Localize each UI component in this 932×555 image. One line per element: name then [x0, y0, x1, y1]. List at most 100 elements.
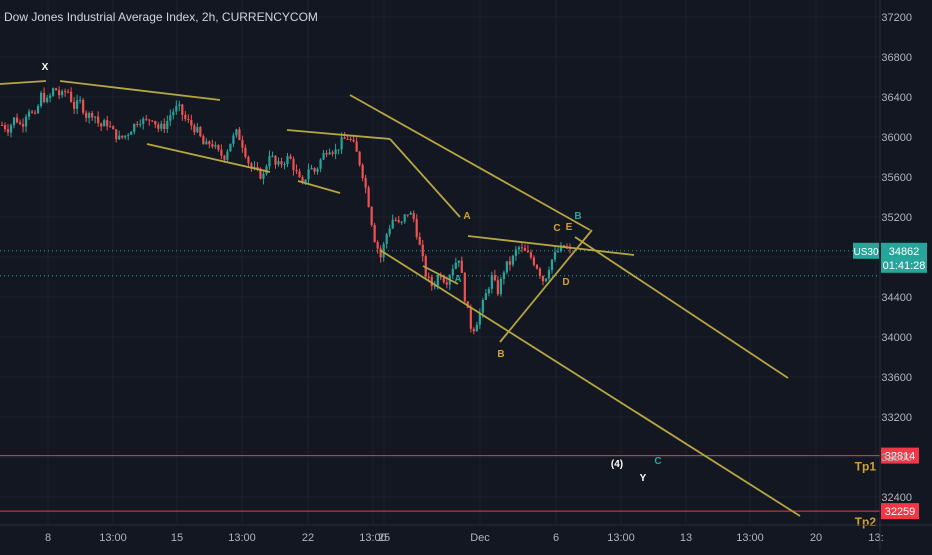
x-tick-label: 13:00	[607, 532, 635, 544]
candle-body	[325, 153, 328, 155]
candle-body	[178, 104, 181, 106]
channel-1-bottom	[146, 143, 271, 173]
x-tick-label: 15	[171, 532, 183, 544]
candle-body	[196, 127, 199, 133]
candle-body	[424, 256, 427, 277]
target-price-tag	[881, 447, 919, 464]
candle-body	[487, 288, 490, 294]
candle-body	[118, 135, 121, 140]
candle-body	[70, 91, 73, 102]
y-tick-label: 33200	[881, 412, 912, 424]
candle-body	[439, 274, 442, 278]
candle-body	[346, 138, 349, 140]
wave-label: Y	[640, 473, 647, 484]
trendline-x-left	[0, 80, 47, 85]
candle-body	[45, 97, 49, 102]
candle-body	[172, 111, 175, 116]
candle-body	[469, 307, 472, 329]
candle-body	[349, 139, 352, 141]
candle-body	[334, 149, 337, 154]
candle-body	[238, 129, 241, 140]
candle-body	[82, 99, 85, 113]
candle-body	[51, 88, 55, 96]
candle-body	[403, 214, 406, 222]
wave-a-bottom-line	[422, 265, 459, 285]
descending-mid-line	[574, 236, 789, 379]
y-tick-label: 36400	[881, 92, 912, 104]
candle-body	[157, 124, 160, 129]
candle-body	[73, 101, 76, 109]
candle-body	[523, 247, 527, 251]
wave-label: A	[454, 274, 461, 285]
wave-label: X	[42, 62, 49, 73]
candle-body	[526, 250, 530, 253]
candle-body	[262, 173, 265, 179]
candle-body	[277, 161, 280, 165]
candle-body	[76, 100, 79, 109]
candle-body	[232, 135, 235, 144]
candle-body	[415, 218, 418, 238]
candle-body	[499, 279, 502, 295]
candle-body	[139, 123, 142, 125]
candle-body	[94, 116, 97, 118]
candle-body	[9, 125, 13, 133]
candle-body	[187, 118, 190, 120]
x-tick-label: 25	[378, 532, 390, 544]
x-tick-label: 13:00	[228, 532, 256, 544]
wave-label: (4)	[611, 459, 623, 470]
candle-body	[217, 145, 220, 150]
candle-body	[271, 155, 274, 157]
candle-body	[406, 214, 409, 216]
candle-body	[85, 112, 88, 118]
channel-1-top	[59, 80, 221, 101]
candle-body	[24, 116, 28, 127]
candle-body	[33, 112, 37, 114]
candle-body	[541, 275, 545, 282]
candle-body	[30, 111, 34, 113]
candle-body	[382, 243, 385, 258]
candle-body	[442, 277, 445, 283]
wave-label: A	[463, 211, 470, 222]
candle-body	[190, 119, 193, 126]
grid	[0, 0, 880, 525]
y-tick-label: 32800	[881, 452, 912, 464]
candle-body	[295, 169, 298, 172]
candle-body	[343, 137, 346, 139]
candle-body	[556, 251, 560, 253]
candle-body	[109, 126, 112, 128]
candle-body	[12, 117, 16, 126]
candle-body	[106, 120, 109, 127]
candle-body	[508, 261, 511, 265]
y-tick-label: 32400	[881, 492, 912, 504]
descending-upper-line	[349, 94, 591, 231]
x-tick-label: 13:00	[99, 532, 127, 544]
candle-body	[133, 123, 136, 132]
wave-label: B	[574, 211, 581, 222]
candle-body	[454, 262, 457, 269]
candle-body	[361, 164, 364, 179]
wave-label: B	[497, 349, 504, 360]
candle-body	[370, 207, 373, 225]
candle-body	[48, 95, 52, 98]
countdown-value: 01:41:28	[883, 260, 926, 272]
candle-body	[39, 92, 43, 107]
channel-2-bottom	[297, 180, 341, 194]
candle-body	[253, 166, 256, 169]
candle-body	[304, 179, 307, 183]
candle-body	[445, 282, 448, 285]
candle-body	[244, 147, 247, 157]
support-levels: Tp1 32814 Tp2 32259	[0, 250, 919, 529]
candle-body	[58, 90, 61, 96]
candle-body	[27, 111, 31, 117]
candle-body	[529, 252, 533, 258]
candle-body	[205, 141, 208, 145]
candle-body	[145, 118, 148, 120]
triangle-lower-line	[499, 229, 593, 343]
candle-body	[490, 275, 493, 289]
candle-body	[229, 143, 232, 152]
candle-body	[355, 141, 358, 152]
candle-body	[283, 164, 286, 166]
x-tick-label: 6	[553, 532, 559, 544]
